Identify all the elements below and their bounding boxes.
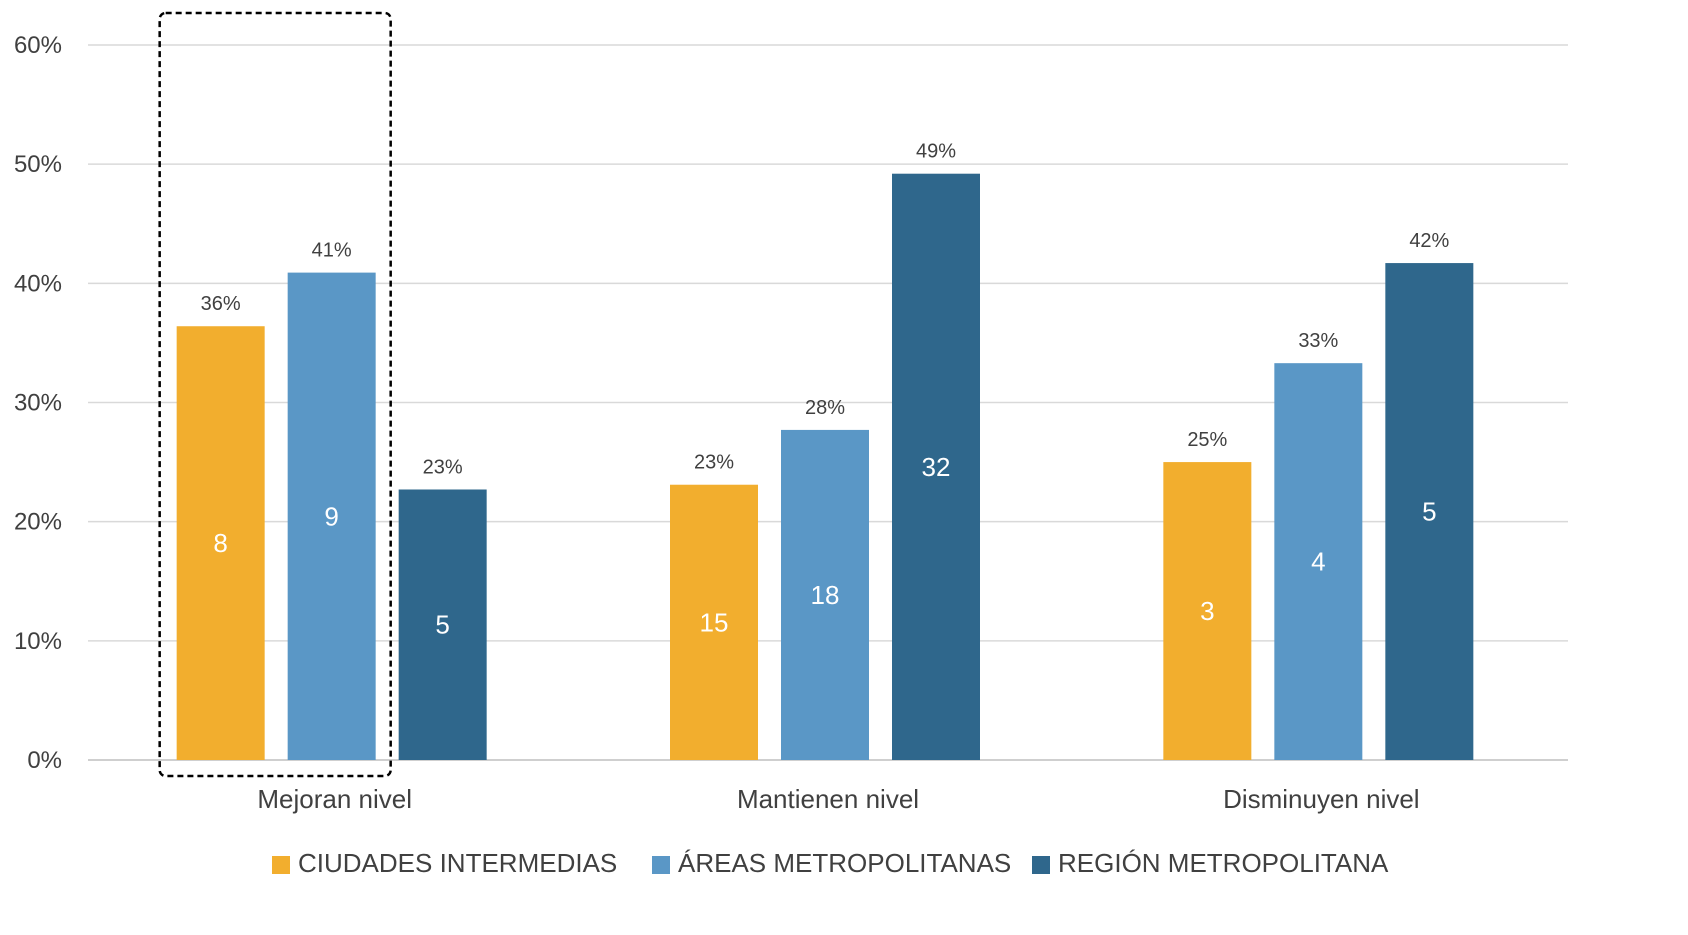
y-tick-label: 50%: [14, 151, 62, 178]
x-category-label: Disminuyen nivel: [1223, 784, 1420, 814]
data-label-count: 18: [811, 580, 840, 610]
legend-label: REGIÓN METROPOLITANA: [1058, 848, 1389, 878]
data-label-count: 5: [1422, 497, 1436, 527]
data-label-count: 5: [435, 610, 449, 640]
data-label-percent: 36%: [201, 293, 241, 315]
data-label-count: 15: [700, 607, 729, 637]
data-label-percent: 23%: [694, 452, 734, 474]
bar: [398, 489, 487, 760]
data-label-percent: 41%: [312, 240, 352, 262]
data-label-percent: 49%: [916, 141, 956, 163]
data-label-count: 4: [1311, 547, 1325, 577]
data-label-percent: 28%: [805, 397, 845, 419]
y-tick-label: 10%: [14, 628, 62, 655]
data-label-percent: 25%: [1187, 429, 1227, 451]
bar: [1163, 462, 1252, 760]
legend-swatch: [652, 856, 670, 874]
bar: [176, 326, 265, 760]
data-label-count: 8: [213, 528, 227, 558]
legend-label: ÁREAS METROPOLITANAS: [678, 848, 1011, 878]
y-tick-label: 60%: [14, 32, 62, 59]
bar: [670, 484, 758, 760]
y-tick-label: 20%: [14, 509, 62, 536]
data-label-percent: 23%: [423, 456, 463, 478]
legend-label: CIUDADES INTERMEDIAS: [298, 848, 617, 878]
bar: [1274, 363, 1363, 760]
data-label-count: 32: [922, 452, 951, 482]
bar: [1385, 263, 1474, 760]
data-label-count: 3: [1200, 596, 1214, 626]
data-label-percent: 42%: [1409, 230, 1449, 252]
x-category-label: Mantienen nivel: [737, 784, 919, 814]
y-tick-label: 30%: [14, 390, 62, 417]
y-tick-label: 0%: [27, 747, 62, 774]
bar: [287, 272, 376, 760]
legend-swatch: [1032, 856, 1050, 874]
bar: [892, 173, 980, 760]
highlight-dashed-box: [158, 11, 392, 778]
x-category-label: Mejoran nivel: [257, 784, 412, 814]
legend-swatch: [272, 856, 290, 874]
bar: [781, 429, 869, 760]
data-label-count: 9: [324, 501, 338, 531]
data-label-percent: 33%: [1298, 330, 1338, 352]
y-tick-label: 40%: [14, 270, 62, 297]
